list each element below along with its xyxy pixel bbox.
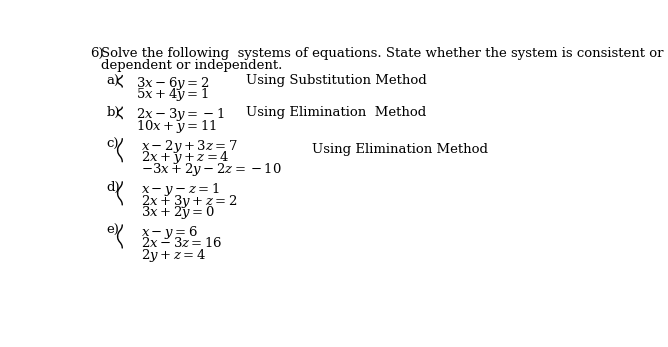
Text: $10x + y = 11$: $10x + y = 11$ [136,118,217,135]
Text: $x - y = 6$: $x - y = 6$ [141,224,198,241]
Text: Using Substitution Method: Using Substitution Method [246,74,427,87]
Text: d): d) [107,181,120,194]
Text: $5x + 4y = 1$: $5x + 4y = 1$ [136,86,208,103]
Text: $2y + z = 4$: $2y + z = 4$ [141,247,206,264]
Text: $2x - 3z = 16$: $2x - 3z = 16$ [141,236,222,250]
Text: $-3x + 2y - 2z = -10$: $-3x + 2y - 2z = -10$ [141,161,282,178]
Text: $x - y - z = 1$: $x - y - z = 1$ [141,181,220,198]
Text: $2x - 3y = -1$: $2x - 3y = -1$ [136,106,225,123]
Text: 6): 6) [90,47,104,60]
Text: e): e) [107,224,120,237]
Text: $2x + 3y + z = 2$: $2x + 3y + z = 2$ [141,193,237,210]
Text: b): b) [107,106,120,119]
Text: a): a) [107,75,120,88]
Text: $3x - 6y = 2$: $3x - 6y = 2$ [136,75,209,92]
Text: dependent or independent.: dependent or independent. [101,59,282,71]
Text: Solve the following  systems of equations. State whether the system is consisten: Solve the following systems of equations… [101,47,668,60]
Text: $x - 2y + 3z = 7$: $x - 2y + 3z = 7$ [141,138,238,155]
Text: Using Elimination Method: Using Elimination Method [312,143,488,156]
Text: c): c) [107,138,120,151]
Text: $3x + 2y = 0$: $3x + 2y = 0$ [141,204,214,221]
Text: Using Elimination  Method: Using Elimination Method [246,105,426,119]
Text: $2x + y + z = 4$: $2x + y + z = 4$ [141,150,229,167]
